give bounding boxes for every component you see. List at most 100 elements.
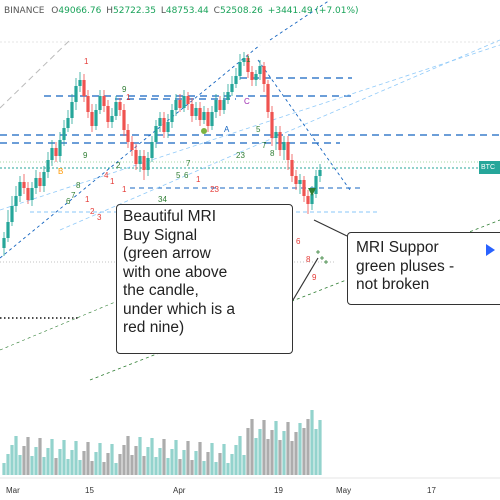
candle-body: [178, 100, 182, 108]
candle-body: [98, 96, 102, 110]
volume-bar: [154, 457, 158, 475]
count-label: 23: [210, 185, 219, 194]
candle-body: [238, 62, 242, 76]
count-label: 2: [116, 161, 121, 170]
candle-body: [218, 100, 222, 110]
support-callout: MRI Suppor green pluses - not broken: [347, 232, 500, 305]
volume-bar: [118, 454, 122, 475]
candle-body: [58, 140, 62, 156]
volume-bar: [70, 450, 74, 475]
volume-bar: [266, 439, 270, 475]
count-label: 9: [312, 273, 317, 282]
candle-body: [30, 188, 34, 200]
volume-bar: [122, 445, 126, 475]
candle-body: [278, 132, 282, 150]
candle-body: [10, 206, 14, 222]
candle-body: [234, 76, 238, 84]
count-label: 1: [246, 55, 251, 64]
volume-bar: [138, 437, 142, 475]
candle-body: [122, 110, 126, 130]
candle-body: [206, 112, 210, 126]
volume-bar: [170, 449, 174, 475]
candle-body: [274, 132, 278, 138]
volume-bar: [74, 441, 78, 475]
candle-body: [262, 66, 266, 84]
volume-bar: [294, 432, 298, 475]
candle-body: [314, 176, 318, 194]
xaxis-label-may: May: [336, 486, 352, 495]
candle-body: [34, 178, 38, 188]
volume-bar: [246, 428, 250, 475]
count-label: 2: [90, 207, 95, 216]
candle-body: [146, 158, 150, 170]
volume-bar: [218, 453, 222, 475]
volume-bar: [158, 448, 162, 475]
volume-bar: [14, 436, 18, 475]
candle-body: [242, 58, 246, 62]
count-label: 1: [122, 185, 127, 194]
volume-bar: [258, 429, 262, 475]
buy-dot: [201, 128, 207, 134]
candle-body: [258, 66, 262, 74]
count-label: 1: [196, 175, 201, 184]
count-label: 6: [296, 237, 301, 246]
volume-bar: [78, 460, 82, 475]
count-label: 1: [126, 93, 131, 102]
volume-bar: [22, 446, 26, 475]
candle-body: [254, 74, 258, 80]
volume-bar: [198, 442, 202, 475]
close-label: C: [213, 6, 220, 16]
volume-bar: [166, 458, 170, 475]
candle-body: [6, 222, 10, 238]
volume-bar: [278, 440, 282, 475]
volume-bar: [254, 438, 258, 475]
low-value: 48753.44: [165, 6, 209, 16]
volume-bar: [134, 446, 138, 475]
candle-body: [194, 108, 198, 116]
count-label: 1: [85, 195, 90, 204]
volume-bar: [114, 463, 118, 475]
volume-bar: [318, 420, 322, 475]
volume-bar: [102, 462, 106, 475]
volume-bar: [274, 421, 278, 475]
candle-body: [42, 172, 46, 186]
volume-bar: [162, 439, 166, 475]
volume-bar: [90, 461, 94, 475]
low-label: L: [160, 6, 166, 16]
volume-bar: [46, 448, 50, 475]
volume-bar: [226, 463, 230, 475]
count-label: 1: [110, 177, 115, 186]
count-label: 5: [176, 171, 181, 180]
candle-body: [246, 58, 250, 72]
close-value: 52508.26: [219, 6, 263, 16]
count-label: 9: [122, 85, 127, 94]
candle-body: [38, 178, 42, 186]
volume-bar: [206, 452, 210, 475]
volume-bar: [50, 439, 54, 475]
candle-body: [114, 102, 118, 116]
volume-bar: [146, 447, 150, 475]
count-label: 4: [104, 171, 109, 180]
open-value: 49066.76: [58, 6, 102, 16]
high-label: H: [106, 6, 113, 16]
volume-bar: [282, 431, 286, 475]
volume-bar: [58, 449, 62, 475]
volume-bar: [178, 459, 182, 475]
volume-bar: [10, 445, 14, 475]
count-label: C: [244, 97, 250, 106]
volume-bar: [222, 444, 226, 475]
candle-body: [214, 100, 218, 112]
volume-bar: [54, 458, 58, 475]
candle-body: [202, 112, 206, 120]
candle-body: [110, 116, 114, 122]
play-icon[interactable]: [486, 244, 495, 256]
xaxis-label-19: 19: [274, 486, 283, 495]
volume-bar: [306, 419, 310, 475]
volume-bar: [310, 410, 314, 475]
volume-bar: [38, 438, 42, 475]
candle-body: [190, 104, 194, 116]
volume-bar: [18, 455, 22, 475]
buy-signal-callout: Beautiful MRI Buy Signal (green arrow wi…: [116, 204, 293, 354]
candle-body: [2, 238, 6, 248]
candle-body: [66, 118, 70, 128]
